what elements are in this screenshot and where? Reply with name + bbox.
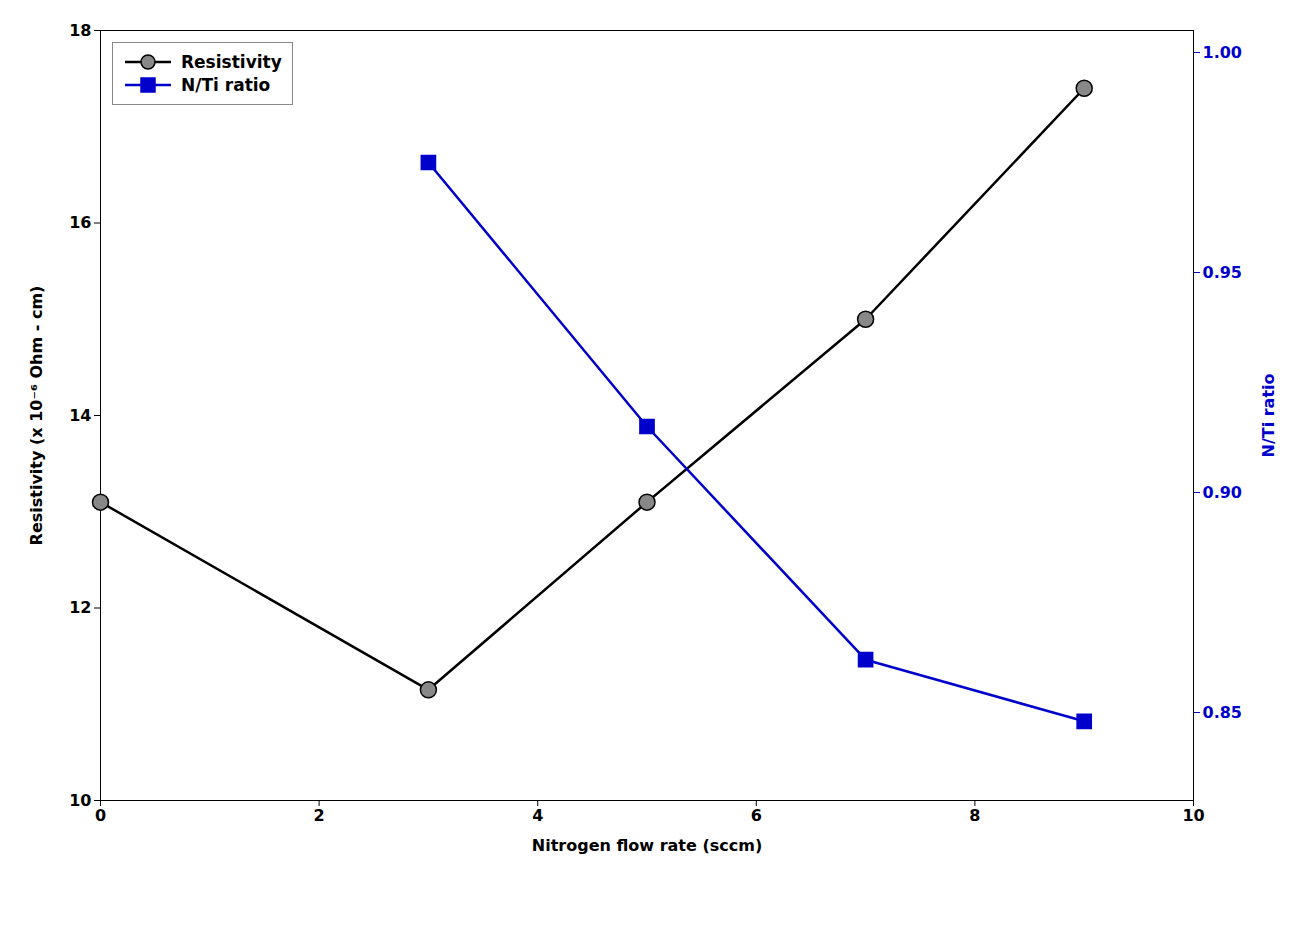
svg-text:12: 12 xyxy=(69,598,91,617)
svg-text:18: 18 xyxy=(69,21,91,40)
svg-text:Nitrogen flow rate (sccm): Nitrogen flow rate (sccm) xyxy=(532,836,762,855)
svg-text:0.90: 0.90 xyxy=(1203,483,1242,502)
html-text:N/Ti ratio: N/Ti ratio xyxy=(181,75,271,95)
svg-text:N/Ti ratio: N/Ti ratio xyxy=(1259,373,1278,457)
svg-text:10: 10 xyxy=(69,791,91,810)
svg-text:16: 16 xyxy=(69,213,91,232)
svg-text:4: 4 xyxy=(532,806,543,825)
svg-text:6: 6 xyxy=(751,806,762,825)
html-text:Resistivity: Resistivity xyxy=(181,52,282,72)
svg-text:8: 8 xyxy=(969,806,980,825)
svg-text:Resistivity (x 10⁻⁶ Ohm - cm): Resistivity (x 10⁻⁶ Ohm - cm) xyxy=(27,286,46,546)
svg-text:1.00: 1.00 xyxy=(1203,43,1242,62)
svg-text:0.95: 0.95 xyxy=(1203,263,1242,282)
svg-text:0.85: 0.85 xyxy=(1203,703,1242,722)
svg-text:14: 14 xyxy=(69,406,91,425)
svg-text:2: 2 xyxy=(314,806,325,825)
svg-text:10: 10 xyxy=(1182,806,1204,825)
svg-text:0: 0 xyxy=(95,806,106,825)
